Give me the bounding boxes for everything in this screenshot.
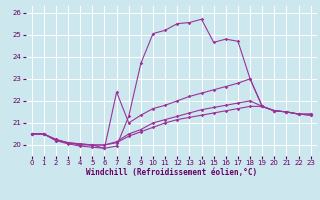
X-axis label: Windchill (Refroidissement éolien,°C): Windchill (Refroidissement éolien,°C) bbox=[86, 168, 257, 177]
